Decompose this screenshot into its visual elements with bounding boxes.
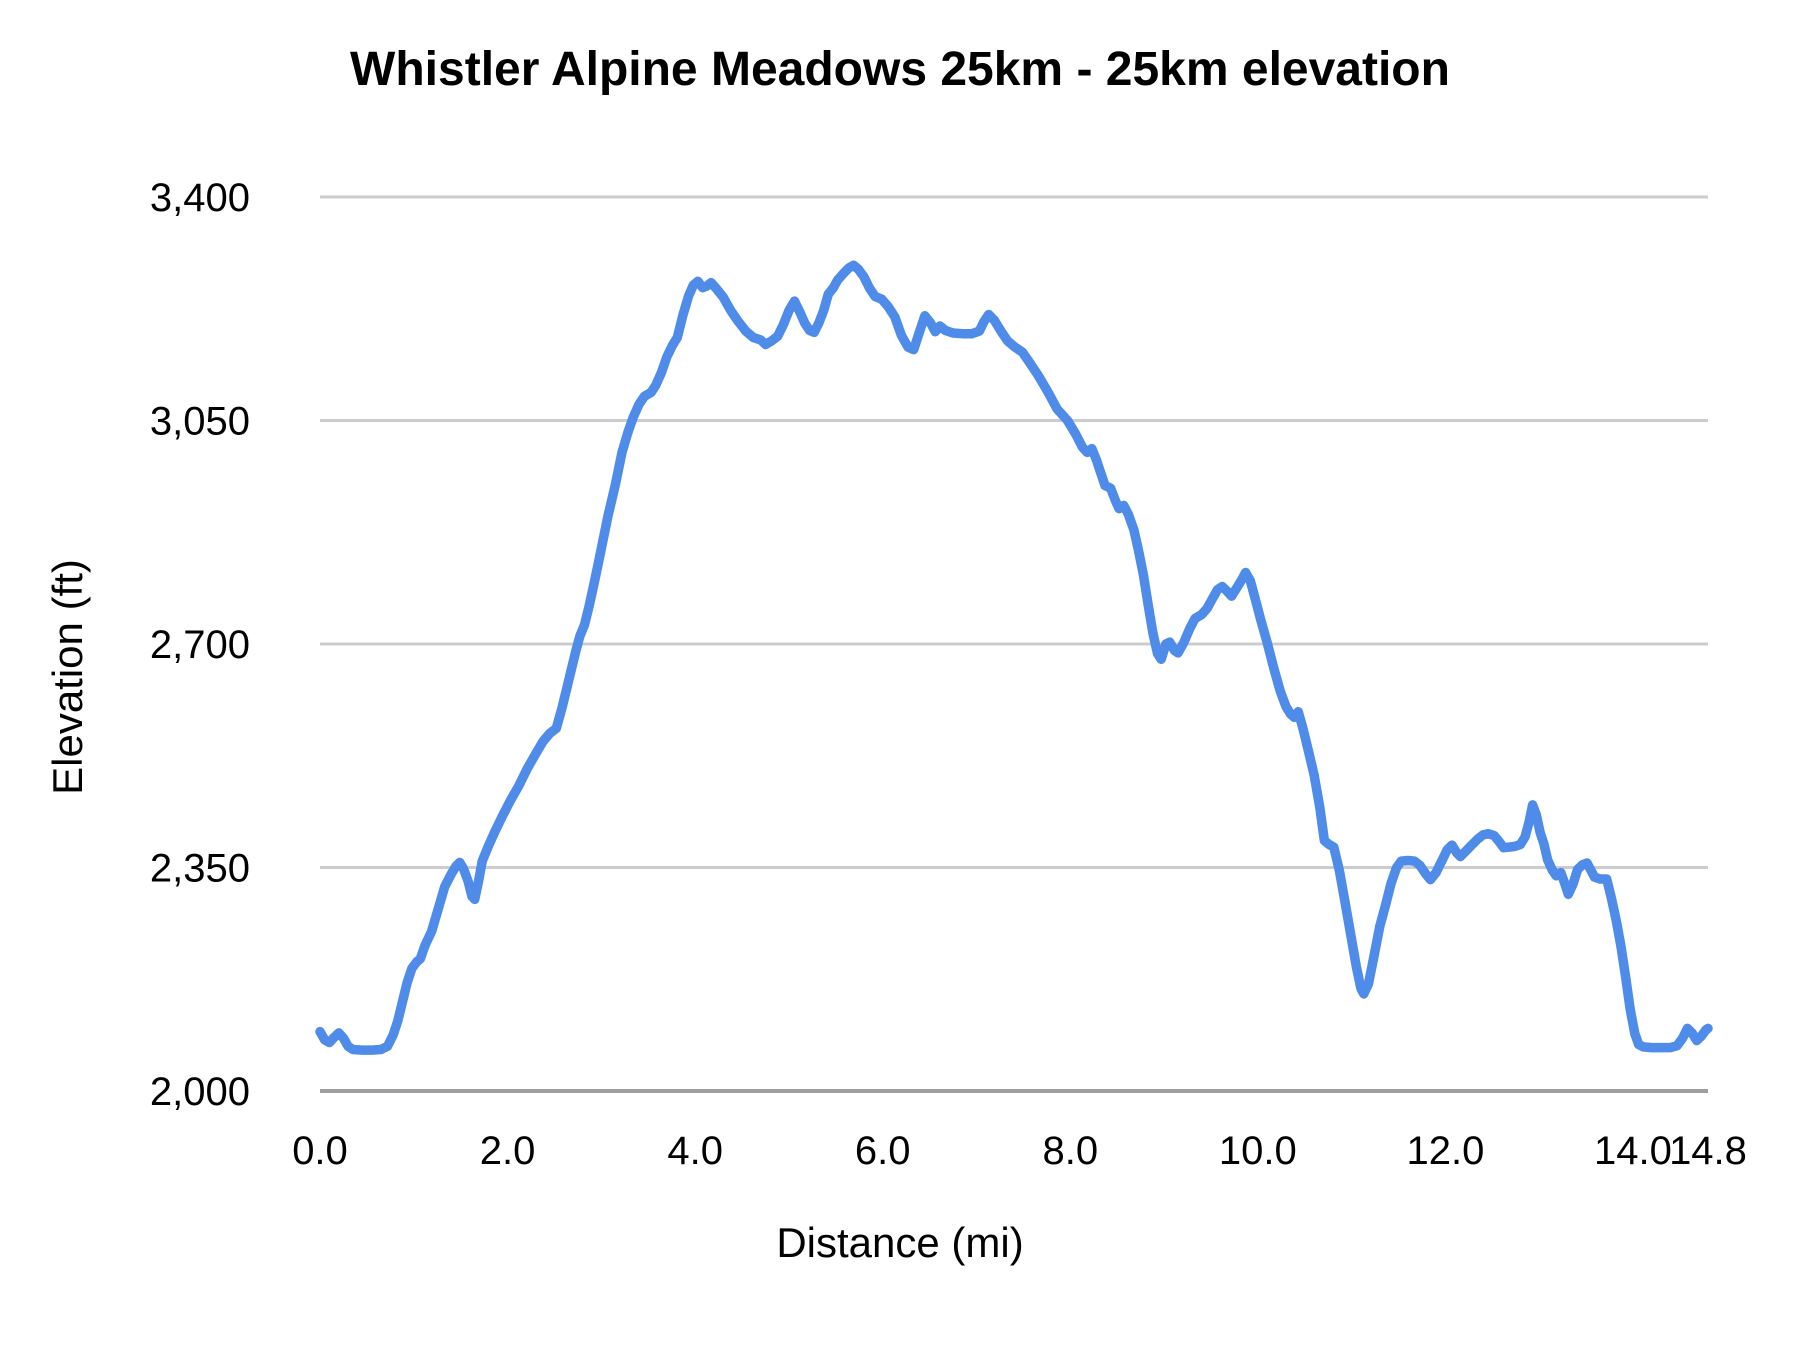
x-tick-label-0.0: 0.0 (292, 1129, 348, 1173)
y-tick-label-2000: 2,000 (150, 1070, 250, 1114)
elevation-line (315, 260, 1713, 1055)
x-tick-label-14.0: 14.0 (1594, 1129, 1672, 1173)
x-tick-label-6.0: 6.0 (855, 1129, 911, 1173)
x-tick-label-10.0: 10.0 (1219, 1129, 1297, 1173)
y-tick-label-2700: 2,700 (150, 623, 250, 667)
x-tick-label-8.0: 8.0 (1042, 1129, 1098, 1173)
y-tick-label-3050: 3,050 (150, 400, 250, 444)
y-tick-label-2350: 2,350 (150, 847, 250, 891)
x-axis-title: Distance (mi) (776, 1219, 1024, 1266)
x-tick-label-12.0: 12.0 (1406, 1129, 1484, 1173)
x-tick-label-4.0: 4.0 (667, 1129, 723, 1173)
y-tick-label-3400: 3,400 (150, 176, 250, 220)
x-tick-label-14.8: 14.8 (1669, 1129, 1747, 1173)
x-tick-label-2.0: 2.0 (480, 1129, 536, 1173)
chart-title: Whistler Alpine Meadows 25km - 25km elev… (350, 43, 1450, 96)
